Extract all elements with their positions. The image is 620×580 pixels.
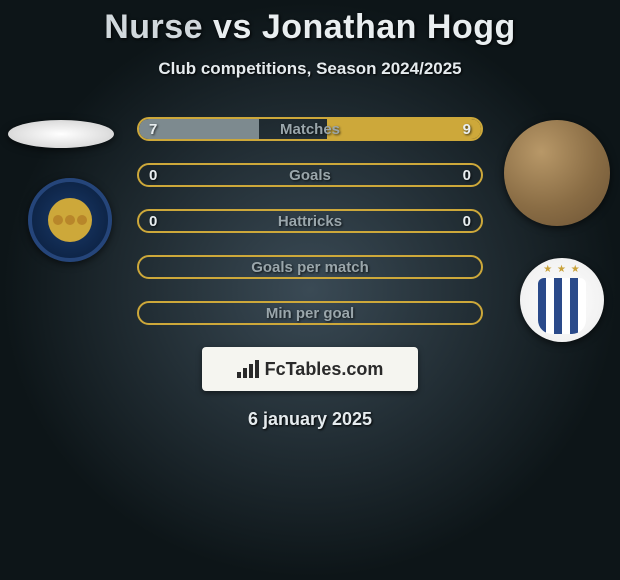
player1-club-crest <box>28 178 112 262</box>
stat-row: Min per goal <box>137 301 483 325</box>
stat-row: 79Matches <box>137 117 483 141</box>
brand-text: FcTables.com <box>265 359 384 380</box>
stat-label: Min per goal <box>139 303 481 323</box>
crest-dot <box>77 215 87 225</box>
crest-stars: ★ ★ ★ <box>543 264 580 275</box>
stat-row: 00Goals <box>137 163 483 187</box>
stats-container: 79Matches 00Goals 00Hattricks Goals per mat… <box>137 117 483 325</box>
vs-text: vs <box>213 8 252 46</box>
stat-label: Matches <box>139 119 481 139</box>
crest-stripes <box>538 278 586 334</box>
brand-box[interactable]: FcTables.com <box>202 347 418 391</box>
stat-row: Goals per match <box>137 255 483 279</box>
footer-date: 6 january 2025 <box>0 409 620 430</box>
chart-icon <box>237 360 259 378</box>
comparison-title: Nurse vs Jonathan Hogg <box>0 0 620 47</box>
stat-label: Goals <box>139 165 481 185</box>
player2-avatar <box>504 120 610 226</box>
player1-name: Nurse <box>104 8 203 46</box>
crest-dot <box>65 215 75 225</box>
subtitle: Club competitions, Season 2024/2025 <box>0 59 620 79</box>
crest-inner <box>48 198 92 242</box>
player2-name: Jonathan Hogg <box>262 8 516 46</box>
player2-club-crest: ★ ★ ★ <box>520 258 604 342</box>
crest-dot <box>53 215 63 225</box>
stat-row: 00Hattricks <box>137 209 483 233</box>
player1-avatar <box>8 120 114 148</box>
stat-label: Goals per match <box>139 257 481 277</box>
stat-label: Hattricks <box>139 211 481 231</box>
